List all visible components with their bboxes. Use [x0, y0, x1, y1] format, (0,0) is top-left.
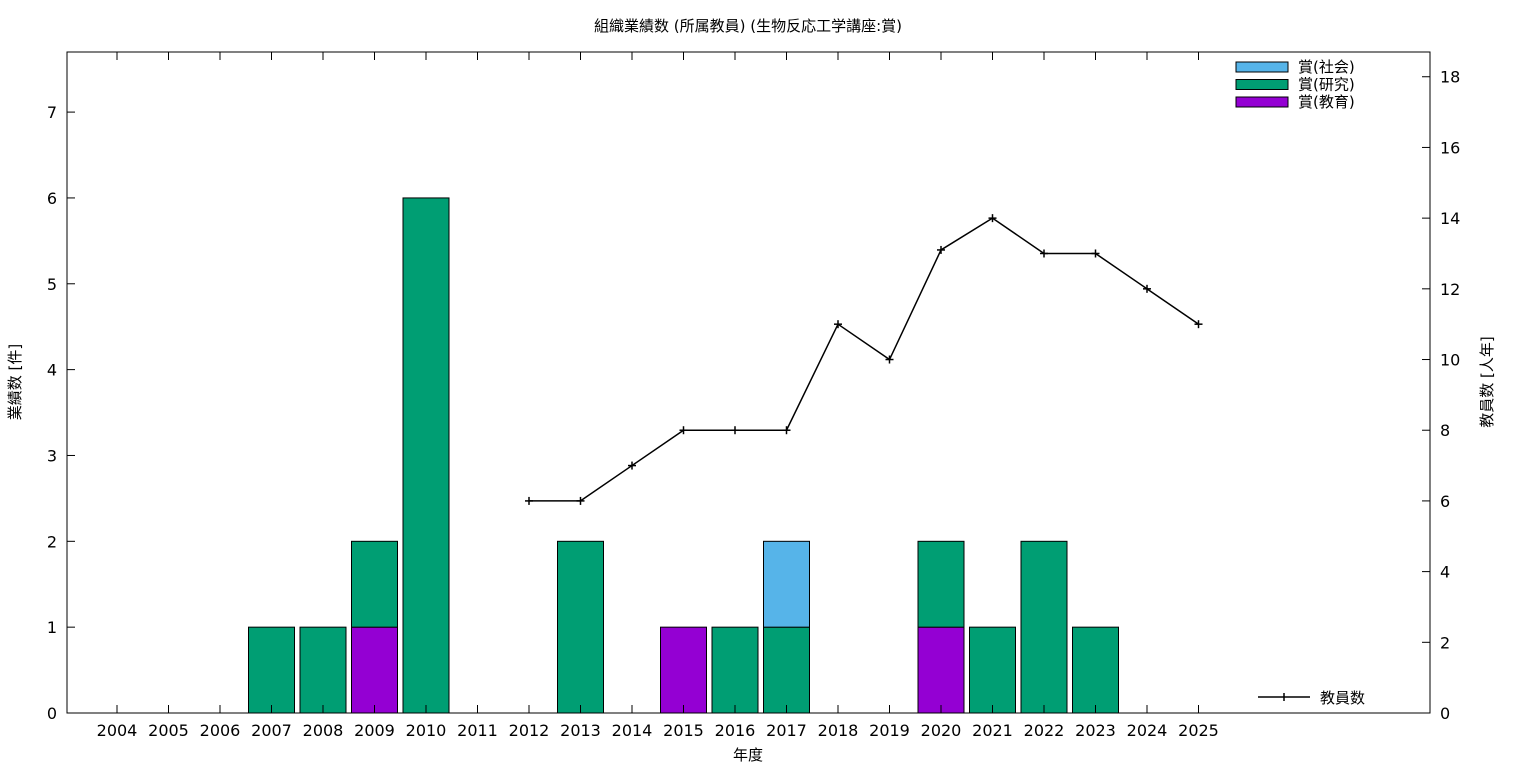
- y-tick-label: 5: [47, 275, 57, 294]
- x-tick-label: 2016: [715, 721, 756, 740]
- legend-label: 賞(研究): [1298, 76, 1355, 94]
- x-tick-label: 2004: [97, 721, 138, 740]
- line-point: [628, 461, 636, 470]
- y-tick-label: 4: [47, 361, 57, 380]
- y2-tick-label: 0: [1440, 704, 1450, 723]
- x-tick-label: 2013: [560, 721, 601, 740]
- y2-tick-label: 18: [1440, 68, 1460, 87]
- bar-2016-series-1: [711, 626, 759, 714]
- x-tick-label: 2006: [200, 721, 241, 740]
- bar-2023-series-1: [1072, 626, 1119, 714]
- bar-2022-series-1: [1020, 540, 1068, 714]
- x-tick-label: 2008: [303, 721, 344, 740]
- y-axis-title: 業績数 [件]: [6, 344, 24, 420]
- legend-swatch: [1235, 61, 1289, 73]
- line-point: [525, 496, 533, 505]
- legend-swatch: [1235, 79, 1289, 90]
- x-tick-label: 2005: [148, 721, 189, 740]
- x-tick-label: 2020: [921, 721, 962, 740]
- x-tick-label: 2021: [972, 721, 1013, 740]
- line-point: [988, 214, 997, 223]
- line-point: [1091, 249, 1100, 258]
- x-tick-label: 2019: [869, 721, 910, 740]
- y-tick-label: 0: [47, 704, 57, 723]
- y2-tick-label: 14: [1440, 209, 1460, 228]
- legend-label: 賞(教育): [1298, 93, 1355, 111]
- plot-frame: [66, 51, 1431, 714]
- x-tick-label: 2009: [354, 721, 395, 740]
- chart-title: 組織業績数 (所属教員) (生物反応工学講座:賞): [594, 17, 902, 35]
- legend-label: 賞(社会): [1298, 58, 1355, 76]
- y2-tick-label: 16: [1440, 138, 1460, 157]
- line-point: [576, 496, 585, 505]
- x-tick-label: 2011: [457, 721, 498, 740]
- x-tick-label: 2025: [1178, 721, 1219, 740]
- bar-2021-series-1: [969, 626, 1016, 714]
- bar-2013-series-1: [557, 540, 604, 714]
- x-tick-label: 2014: [612, 721, 653, 740]
- bar-2007-series-1: [248, 626, 295, 714]
- x-tick-label: 2017: [766, 721, 807, 740]
- y-tick-label: 1: [47, 618, 57, 637]
- legend-label-line: 教員数: [1320, 689, 1365, 707]
- line-point: [679, 426, 688, 435]
- bar-2020-series-1: [917, 540, 965, 628]
- bar-2008-series-1: [299, 626, 347, 714]
- x-tick-label: 2024: [1127, 721, 1168, 740]
- bar-2017-series-1: [763, 626, 810, 714]
- y-tick-label: 7: [47, 103, 57, 122]
- bar-2009-series-1: [351, 540, 398, 628]
- line-point: [1194, 320, 1203, 329]
- line-point: [1040, 249, 1048, 258]
- x-tick-label: 2012: [509, 721, 550, 740]
- y-tick-label: 2: [47, 532, 57, 551]
- x-tick-label: 2023: [1075, 721, 1116, 740]
- line-point: [782, 426, 791, 435]
- y2-tick-label: 6: [1440, 492, 1450, 511]
- x-tick-label: 2022: [1024, 721, 1065, 740]
- y-tick-label: 3: [47, 446, 57, 465]
- line-point: [1143, 284, 1151, 293]
- x-tick-label: 2018: [818, 721, 859, 740]
- x-tick-label: 2007: [251, 721, 292, 740]
- bar-2020-series-0: [917, 626, 965, 714]
- y2-axis-title: 教員数 [人年]: [1478, 336, 1496, 427]
- bar-2015-series-0: [660, 626, 707, 714]
- y2-tick-label: 2: [1440, 633, 1450, 652]
- y-tick-label: 6: [47, 189, 57, 208]
- y2-tick-label: 8: [1440, 421, 1450, 440]
- line-series-faculty: [529, 217, 1199, 502]
- x-axis-title: 年度: [733, 746, 763, 764]
- x-tick-label: 2015: [663, 721, 704, 740]
- y2-tick-label: 4: [1440, 563, 1450, 582]
- bar-2010-series-1: [402, 197, 450, 714]
- line-point: [885, 355, 894, 364]
- line-point: [937, 245, 945, 254]
- line-point: [834, 320, 842, 329]
- x-tick-label: 2010: [406, 721, 447, 740]
- legend-swatch: [1235, 96, 1289, 108]
- bar-2017-series-2: [763, 540, 810, 628]
- y2-tick-label: 12: [1440, 280, 1460, 299]
- y2-tick-label: 10: [1440, 351, 1460, 370]
- line-point: [731, 426, 739, 435]
- bar-2009-series-0: [351, 626, 398, 714]
